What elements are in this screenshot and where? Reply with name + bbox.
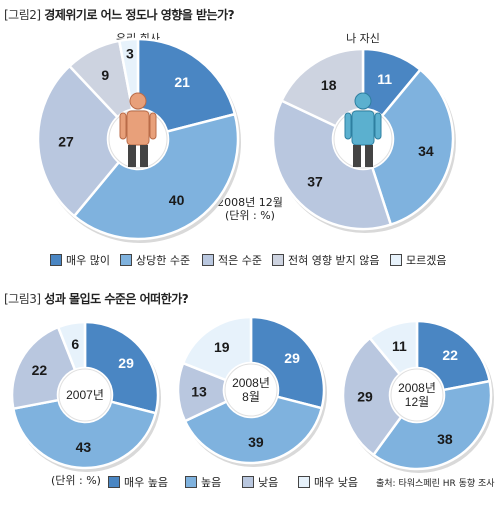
person-icon-self [344, 92, 382, 167]
person-icon-company [119, 92, 157, 167]
slice-value-label: 38 [437, 431, 453, 447]
slice-2 [183, 395, 324, 465]
legend2-item-3: 적은 수준 [202, 252, 262, 268]
figure2-title-text: 경제위기로 어느 정도나 영향을 받는가? [44, 8, 235, 22]
legend2-label-1: 매우 많이 [66, 254, 110, 267]
legend3-label-4: 매우 낮음 [314, 476, 358, 489]
slice-2 [72, 112, 240, 241]
figure2-unit-note: 2008년 12월 (단위 : %) [210, 196, 290, 222]
donut-center-label: 2008년 [232, 376, 270, 390]
legend2-item-5: 모르겠음 [390, 252, 446, 268]
figure2-unit-note-date: 2008년 12월 [217, 196, 283, 209]
slice-value-label: 29 [284, 350, 300, 366]
slice-value-label: 27 [58, 133, 74, 149]
legend3-label-2: 높음 [201, 476, 222, 489]
donut-center-label: 8월 [242, 390, 260, 404]
figure2-title: [그림2] 경제위기로 어느 정도나 영향을 받는가? [4, 6, 235, 23]
donut-chart-1: 21 40 27 9 3 [36, 37, 241, 243]
slice-value-label: 3 [126, 45, 134, 61]
slice-value-label: 29 [118, 355, 134, 371]
legend2-swatch-1 [50, 254, 62, 266]
legend2-item-2: 상당한 수준 [120, 252, 190, 268]
donut-hole [390, 368, 444, 422]
legend3-label-1: 매우 높음 [124, 476, 168, 489]
legend2-item-1: 매우 많이 [50, 252, 110, 268]
slice-value-label: 11 [377, 71, 392, 87]
slice-2 [11, 398, 158, 470]
slice-4 [368, 319, 419, 376]
donut-center-label: 2008년 [398, 381, 436, 395]
legend2-item-4: 전혀 영향 받지 않음 [272, 252, 379, 268]
legend3-swatch-2 [185, 476, 197, 488]
figure3-source: 출처: 타워스페린 HR 동향 조사 [376, 479, 495, 489]
chart-title-self: 나 자신 [346, 32, 380, 45]
slice-value-label: 39 [248, 434, 264, 450]
legend3-item-4: 매우 낮음 [298, 474, 358, 490]
figure3-tag: [그림3] [4, 292, 41, 306]
slice-value-label: 19 [214, 339, 230, 355]
donut-center-label: 2007년 [66, 388, 104, 402]
slice-2 [370, 67, 455, 227]
figure2-tag: [그림2] [4, 8, 41, 22]
figure2-unit-note-unit: (단위 : %) [225, 209, 275, 222]
slice-4 [56, 320, 87, 372]
slice-value-label: 18 [321, 77, 337, 93]
slice-1 [83, 320, 160, 415]
legend2-label-3: 적은 수준 [218, 254, 262, 267]
slice-3 [10, 325, 77, 411]
legend2-swatch-5 [390, 254, 402, 266]
legend3-item-3: 낮음 [242, 474, 278, 490]
slice-value-label: 34 [418, 143, 434, 159]
donut-chart-3: 29 43 22 6 2007년 [10, 320, 161, 472]
slice-4 [181, 315, 253, 382]
figure3-unit-label: (단위 : %) [51, 474, 101, 487]
slice-3 [271, 99, 393, 231]
slice-value-label: 29 [357, 389, 373, 405]
figure3-title-text: 성과 몰입도 수준은 어떠한가? [44, 292, 189, 306]
slice-1 [415, 319, 492, 392]
slice-value-label: 6 [71, 336, 79, 352]
legend2-swatch-3 [202, 254, 214, 266]
legend2-label-2: 상당한 수준 [136, 254, 191, 267]
legend2-label-4: 전혀 영향 받지 않음 [288, 254, 380, 267]
slice-value-label: 22 [442, 347, 458, 363]
slice-3 [36, 64, 121, 218]
donut-hole [224, 363, 278, 417]
slice-value-label: 13 [191, 384, 207, 400]
slice-3 [341, 336, 403, 457]
legend3-swatch-1 [108, 476, 120, 488]
legend3-swatch-3 [242, 476, 254, 488]
slice-value-label: 22 [32, 362, 48, 378]
slice-1 [136, 37, 237, 134]
donut-center-label: 12월 [405, 395, 429, 409]
slice-value-label: 21 [174, 74, 190, 90]
slice-4 [279, 47, 365, 128]
legend3-label-3: 낮음 [258, 476, 279, 489]
slice-value-label: 11 [392, 338, 407, 354]
donut-hole [58, 368, 112, 422]
figure3-title: [그림3] 성과 몰입도 수준은 어떠한가? [4, 290, 189, 307]
legend2-label-5: 모르겠음 [406, 254, 447, 267]
legend3-item-1: 매우 높음 [108, 474, 168, 490]
slice-2 [371, 379, 493, 471]
slice-value-label: 9 [101, 67, 109, 83]
donut-chart-2: 11 34 37 18 [271, 47, 456, 233]
legend2-swatch-4 [272, 254, 284, 266]
legend2-swatch-2 [120, 254, 132, 266]
slice-value-label: 37 [307, 173, 323, 189]
slice-value-label: 40 [169, 192, 185, 208]
legend3-item-2: 높음 [185, 474, 221, 490]
slice-value-label: 43 [76, 439, 92, 455]
legend3-swatch-4 [298, 476, 310, 488]
slice-1 [249, 315, 326, 410]
